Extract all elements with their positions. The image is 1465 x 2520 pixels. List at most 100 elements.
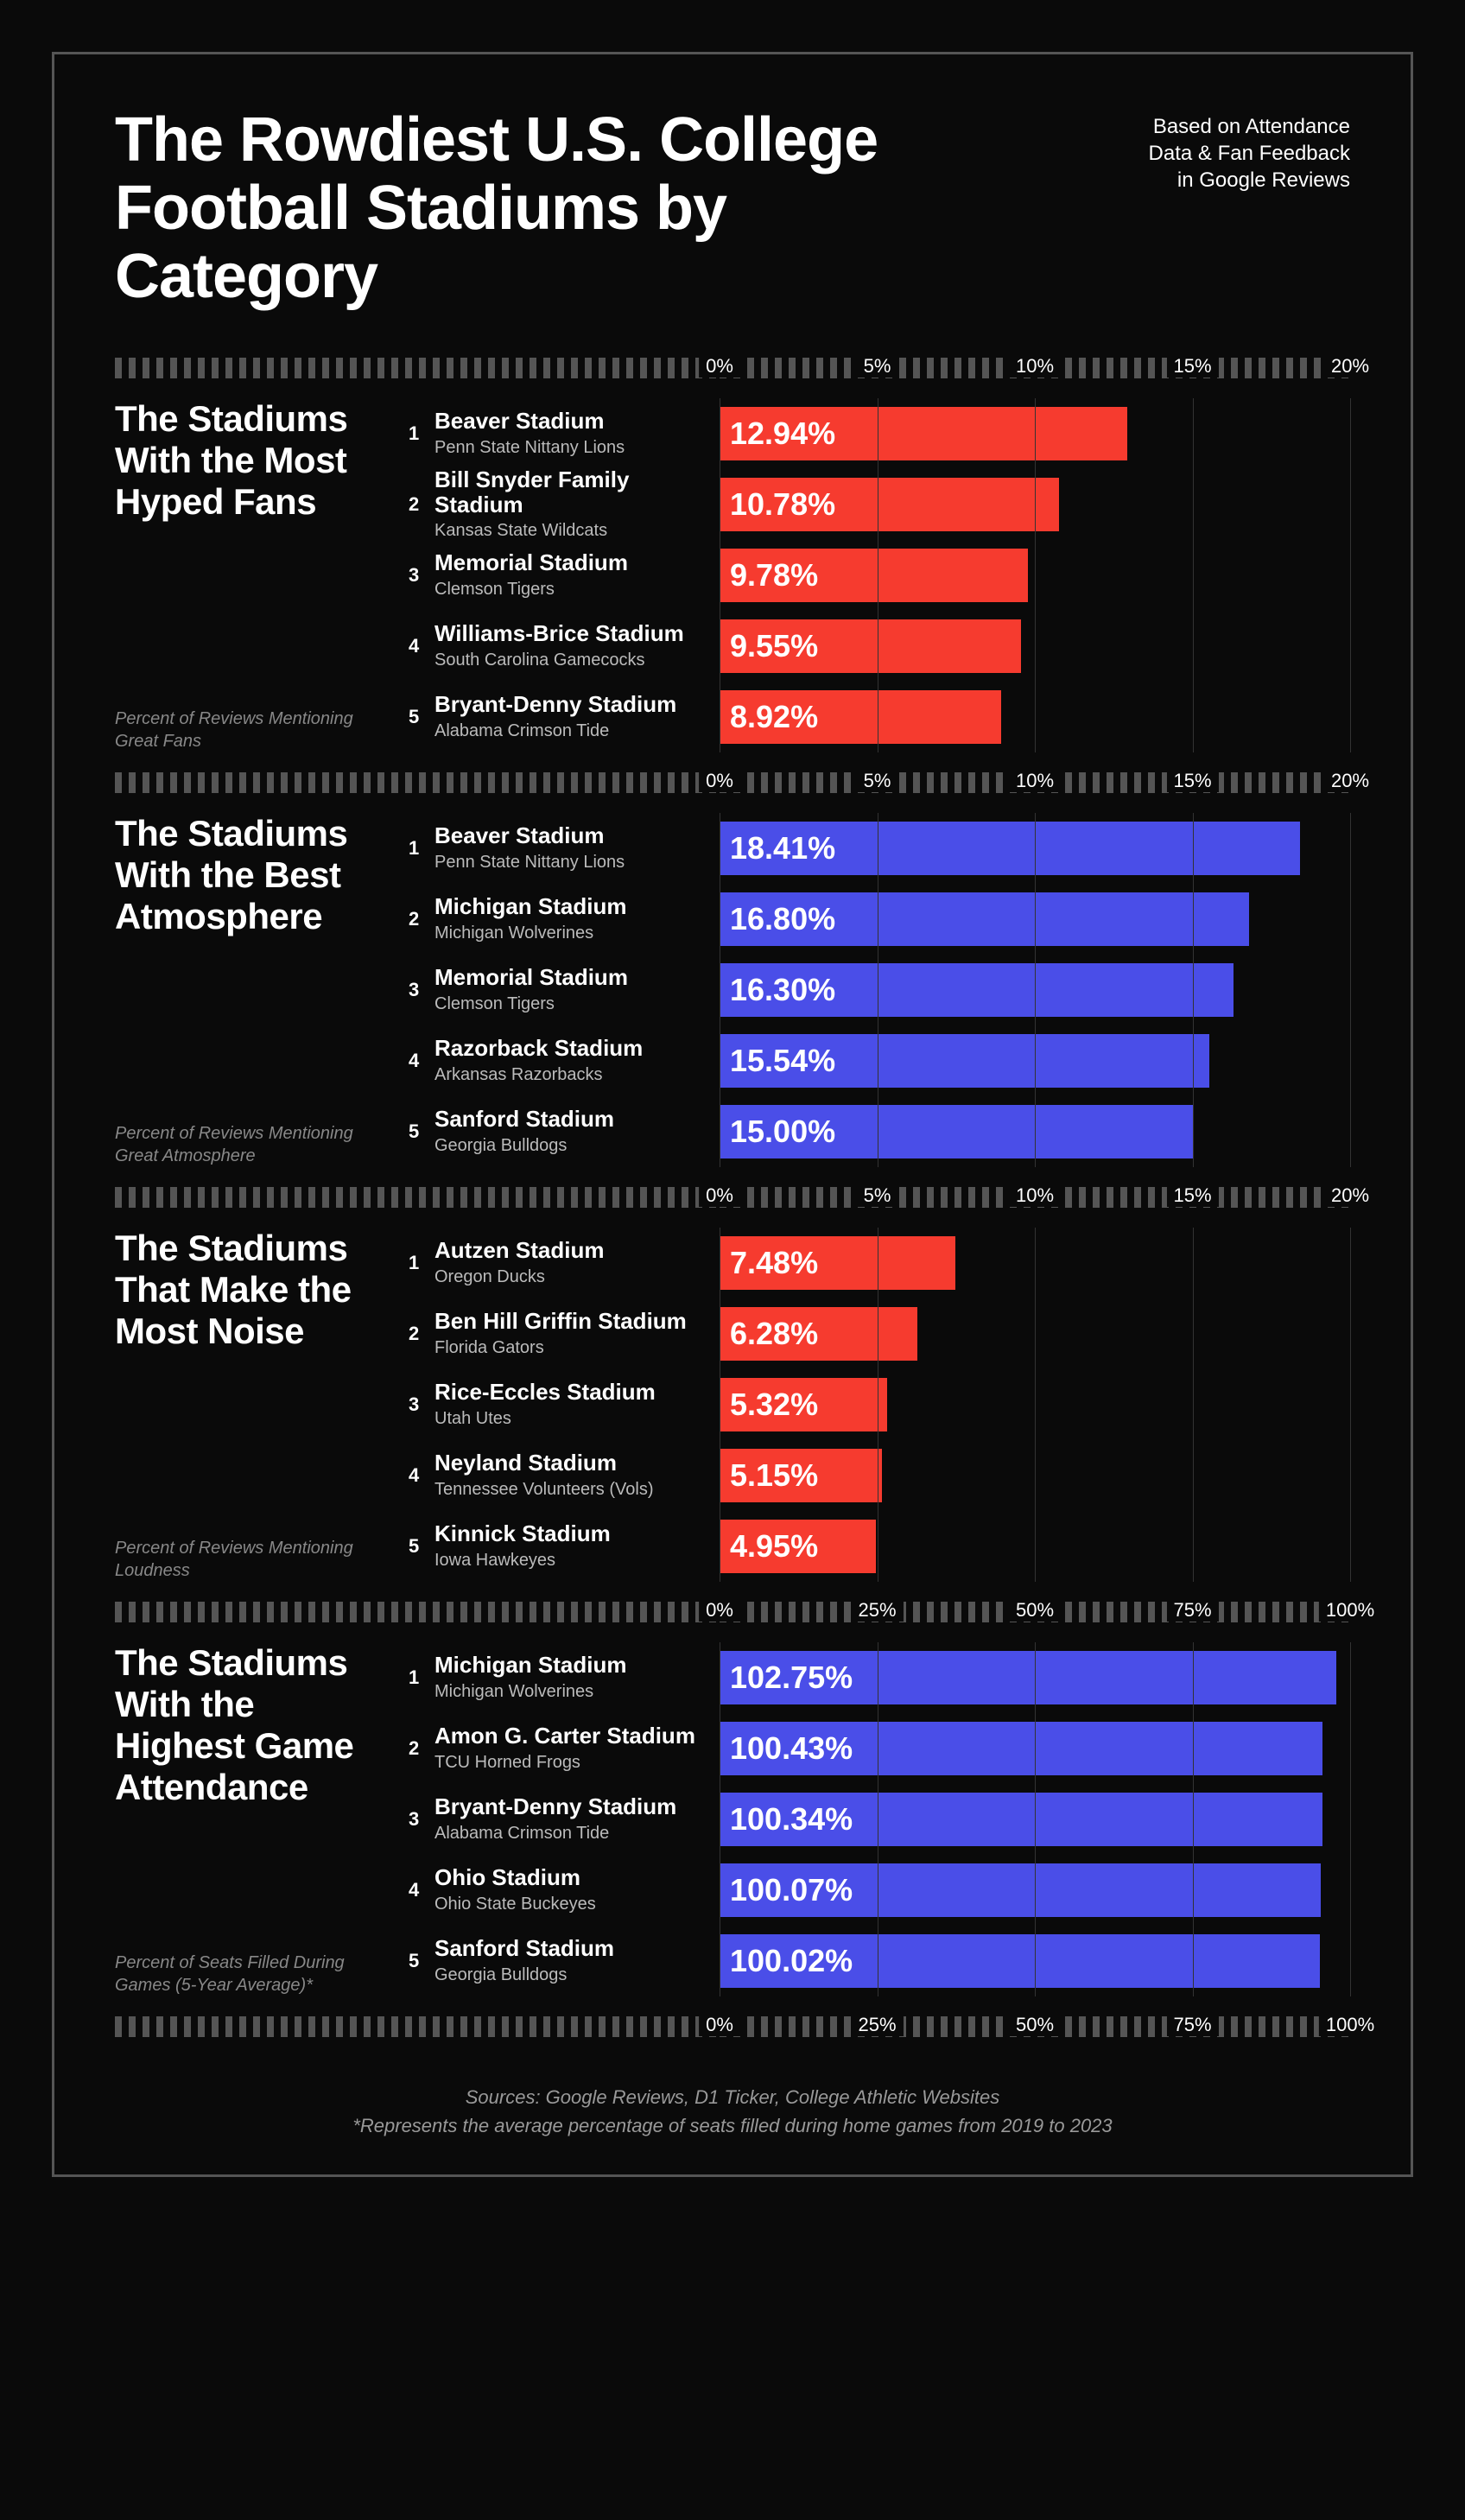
section: 0%5%10%15%20% The Stadiums With the Best… (115, 770, 1350, 1184)
team-name: Georgia Bulldogs (434, 1135, 720, 1156)
item-names: Sanford Stadium Georgia Bulldogs (434, 1936, 720, 1985)
rank-number: 1 (409, 837, 434, 860)
bar: 16.30% (720, 963, 1234, 1017)
list-item: 4 Razorback Stadium Arkansas Razorbacks (409, 1025, 720, 1096)
axis-scale: 0%5%10%15%20% (720, 770, 1350, 796)
stadium-name: Bryant-Denny Stadium (434, 1794, 720, 1819)
bar-value: 15.54% (730, 1043, 835, 1079)
list-item: 3 Memorial Stadium Clemson Tigers (409, 955, 720, 1025)
bar: 5.15% (720, 1449, 882, 1502)
list-item: 3 Rice-Eccles Stadium Utah Utes (409, 1369, 720, 1440)
bar-row: 102.75% (720, 1642, 1350, 1713)
axis-tick-label: 25% (851, 1599, 903, 1622)
item-names: Michigan Stadium Michigan Wolverines (434, 894, 720, 943)
stadium-name: Beaver Stadium (434, 823, 720, 848)
axis-tick-label: 20% (1324, 355, 1376, 378)
sources-line: Sources: Google Reviews, D1 Ticker, Coll… (115, 2083, 1350, 2111)
bar-value: 5.15% (730, 1457, 818, 1494)
stadium-name: Autzen Stadium (434, 1238, 720, 1263)
axis-tick-label: 0% (699, 2014, 740, 2036)
section: 0%5%10%15%20% The Stadiums With the Most… (115, 355, 1350, 770)
list-item: 5 Sanford Stadium Georgia Bulldogs (409, 1926, 720, 1996)
axis-tick-label: 50% (1009, 1599, 1061, 1622)
section-caption: Percent of Reviews Mentioning Great Atmo… (115, 1122, 391, 1167)
item-names: Memorial Stadium Clemson Tigers (434, 550, 720, 600)
bar-row: 100.34% (720, 1784, 1350, 1855)
bar: 100.43% (720, 1722, 1322, 1775)
rank-number: 1 (409, 422, 434, 445)
stadium-name: Rice-Eccles Stadium (434, 1380, 720, 1405)
bar: 100.07% (720, 1863, 1321, 1917)
item-names: Bryant-Denny Stadium Alabama Crimson Tid… (434, 1794, 720, 1844)
list-item: 2 Amon G. Carter Stadium TCU Horned Frog… (409, 1713, 720, 1784)
bar-row: 8.92% (720, 682, 1350, 752)
bar-value: 100.34% (730, 1801, 853, 1838)
subtitle-line: in Google Reviews (1149, 167, 1350, 194)
bar-row: 15.54% (720, 1025, 1350, 1096)
bar-row: 100.02% (720, 1926, 1350, 1996)
stadium-name: Ohio Stadium (434, 1865, 720, 1890)
bar-value: 16.30% (730, 972, 835, 1008)
bar: 16.80% (720, 892, 1249, 946)
section-left: The Stadiums With the Most Hyped Fans Pe… (115, 398, 409, 752)
subtitle-line: Data & Fan Feedback (1149, 140, 1350, 167)
gridline (1350, 1228, 1351, 1582)
axis-tick-label: 10% (1009, 355, 1061, 378)
rank-number: 5 (409, 1120, 434, 1143)
team-name: Penn State Nittany Lions (434, 852, 720, 873)
list-item: 5 Sanford Stadium Georgia Bulldogs (409, 1096, 720, 1167)
stadium-name: Beaver Stadium (434, 409, 720, 434)
item-names: Memorial Stadium Clemson Tigers (434, 965, 720, 1014)
section-caption: Percent of Reviews Mentioning Loudness (115, 1537, 391, 1582)
header: The Rowdiest U.S. College Football Stadi… (115, 106, 1350, 312)
stadium-name: Neyland Stadium (434, 1450, 720, 1476)
axis-tick-label: 5% (857, 1184, 898, 1207)
subtitle-line: Based on Attendance (1149, 113, 1350, 140)
bar: 7.48% (720, 1236, 955, 1290)
axis-filler (115, 358, 720, 378)
axis-scale: 0%25%50%75%100% (720, 2014, 1350, 2040)
section-body: The Stadiums That Make the Most Noise Pe… (115, 1210, 1350, 1599)
list-item: 2 Bill Snyder Family Stadium Kansas Stat… (409, 469, 720, 540)
list-item: 1 Beaver Stadium Penn State Nittany Lion… (409, 398, 720, 469)
bar-row: 10.78% (720, 469, 1350, 540)
axis-tick-label: 100% (1319, 1599, 1381, 1622)
bar-value: 6.28% (730, 1316, 818, 1352)
bar-value: 7.48% (730, 1245, 818, 1281)
team-name: Oregon Ducks (434, 1266, 720, 1287)
axis-tick-label: 100% (1319, 2014, 1381, 2036)
axis-tick-label: 50% (1009, 2014, 1061, 2036)
stadium-name: Bill Snyder Family Stadium (434, 467, 720, 517)
section-title: The Stadiums With the Most Hyped Fans (115, 398, 391, 524)
axis-tick-label: 10% (1009, 1184, 1061, 1207)
section-left: The Stadiums With the Best Atmosphere Pe… (115, 813, 409, 1167)
bar-row: 9.55% (720, 611, 1350, 682)
item-names: Bill Snyder Family Stadium Kansas State … (434, 467, 720, 541)
section-body: The Stadiums With the Best Atmosphere Pe… (115, 796, 1350, 1184)
axis-filler (115, 2016, 720, 2037)
team-name: Arkansas Razorbacks (434, 1064, 720, 1085)
team-name: Penn State Nittany Lions (434, 437, 720, 458)
axis-tick-label: 15% (1166, 1184, 1218, 1207)
team-name: Iowa Hawkeyes (434, 1550, 720, 1571)
rank-number: 2 (409, 1737, 434, 1760)
bar: 10.78% (720, 478, 1059, 531)
list-item: 4 Williams-Brice Stadium South Carolina … (409, 611, 720, 682)
footer: Sources: Google Reviews, D1 Ticker, Coll… (115, 2083, 1350, 2140)
section-caption: Percent of Reviews Mentioning Great Fans (115, 708, 391, 752)
bars-column: 18.41% 16.80% 16.30% 15.54% 15.00% (720, 813, 1350, 1167)
bar-row: 16.80% (720, 884, 1350, 955)
axis-tick-label: 15% (1166, 355, 1218, 378)
bars-column: 102.75% 100.43% 100.34% 100.07% 100.02% (720, 1642, 1350, 1996)
team-name: Florida Gators (434, 1337, 720, 1358)
axis-labels: 0%25%50%75%100% (720, 1599, 1350, 1625)
bar: 102.75% (720, 1651, 1336, 1704)
axis-tick-label: 25% (851, 2014, 903, 2036)
stadium-name: Bryant-Denny Stadium (434, 692, 720, 717)
rank-number: 1 (409, 1252, 434, 1274)
item-names: Michigan Stadium Michigan Wolverines (434, 1653, 720, 1702)
bar-value: 4.95% (730, 1528, 818, 1565)
rank-number: 2 (409, 493, 434, 516)
bar: 15.00% (720, 1105, 1193, 1158)
stadium-name: Williams-Brice Stadium (434, 621, 720, 646)
